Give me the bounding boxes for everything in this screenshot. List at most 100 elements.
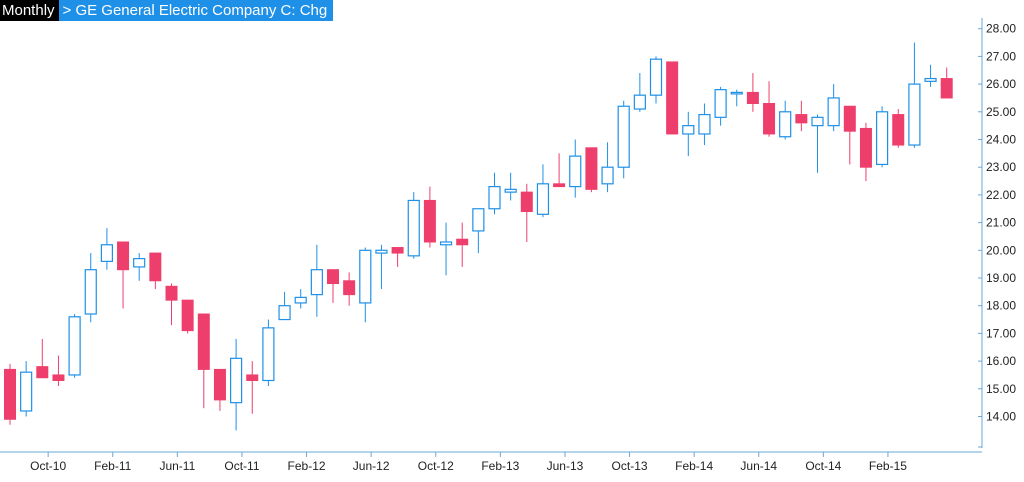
candle-body-up	[359, 249, 372, 304]
y-tick-label: 14.00	[986, 410, 1016, 424]
candle	[472, 208, 485, 254]
candle-body-down	[246, 374, 259, 381]
y-tick-label: 15.00	[986, 382, 1016, 396]
candle-body-up	[294, 296, 307, 304]
candle-body-up	[811, 116, 824, 127]
candle-body-up	[779, 111, 792, 138]
chart-header: Monthly > GE General Electric Company C:…	[0, 0, 334, 21]
candle-body-down	[197, 313, 210, 370]
y-tick-label: 22.00	[986, 188, 1016, 202]
candle	[117, 241, 130, 309]
candle	[213, 368, 226, 411]
x-tick-label: Oct-14	[805, 459, 841, 473]
y-tick-label: 24.00	[986, 133, 1016, 147]
candle-body-up	[375, 249, 388, 254]
x-tick-label: Oct-12	[418, 459, 454, 473]
candle	[359, 247, 372, 323]
candle-body-down	[213, 368, 226, 401]
candle	[246, 361, 259, 414]
x-tick-label: Jun-14	[740, 459, 777, 473]
candle-body-down	[553, 183, 566, 188]
candle-body-down	[456, 238, 469, 246]
candle-body-down	[763, 102, 776, 135]
candle-body-up	[617, 105, 630, 168]
candle	[181, 299, 194, 334]
candle-body-up	[714, 89, 727, 118]
candle	[456, 222, 469, 267]
candle	[633, 73, 646, 112]
candle	[230, 338, 243, 431]
candle	[666, 61, 679, 135]
y-tick-label: 18.00	[986, 299, 1016, 313]
candle-body-down	[327, 269, 339, 285]
candle	[149, 252, 162, 290]
candle	[52, 355, 65, 387]
candle	[20, 361, 33, 417]
candle-body-down	[117, 241, 130, 271]
x-tick-label: Oct-10	[30, 459, 66, 473]
candle	[375, 244, 388, 290]
y-tick-label: 25.00	[986, 105, 1016, 119]
candle	[714, 86, 727, 126]
y-tick-label: 28.00	[986, 22, 1016, 36]
symbol-label[interactable]: > GE General Electric Company C: Chg	[58, 0, 334, 21]
candle-body-down	[520, 191, 533, 213]
x-tick-label: Oct-11	[224, 459, 259, 473]
candle	[649, 56, 663, 104]
candle	[68, 314, 81, 378]
candle	[617, 100, 630, 179]
period-label[interactable]: Monthly	[0, 0, 59, 21]
candle	[262, 319, 275, 387]
candle-body-up	[875, 111, 889, 166]
x-tick-label: Oct-13	[612, 459, 648, 473]
candle	[294, 289, 307, 309]
candle-body-up	[633, 94, 646, 110]
x-tick-label: Jun-13	[547, 459, 584, 473]
candle	[197, 313, 210, 409]
y-tick-label: 26.00	[986, 77, 1016, 91]
candle-body-up	[649, 58, 663, 96]
candle-body-down	[391, 247, 404, 254]
candle	[504, 172, 517, 201]
candle-body-up	[20, 371, 33, 412]
candle	[36, 338, 49, 379]
x-tick-label: Feb-14	[675, 459, 713, 473]
candle	[924, 64, 937, 87]
y-tick-label: 19.00	[986, 271, 1016, 285]
candle	[908, 42, 921, 148]
y-tick-label: 16.00	[986, 354, 1016, 368]
candle-body-up	[488, 185, 501, 210]
candle	[520, 183, 533, 242]
candle-body-down	[666, 61, 679, 135]
candle	[940, 67, 953, 99]
candle-body-down	[892, 114, 905, 146]
candle	[278, 291, 291, 321]
candle-body-down	[165, 285, 178, 301]
candle-body-up	[924, 77, 937, 82]
candle-body-down	[149, 252, 162, 282]
x-tick-label: Feb-13	[481, 459, 519, 473]
x-axis: Oct-10 Feb-11 Jun-11 Oct-11 Feb-12 Jun-12 Oct-…	[0, 451, 982, 473]
candle-body-up	[100, 244, 114, 262]
candle-body-up	[908, 83, 921, 146]
candle-body-up	[827, 97, 840, 127]
candle-body-down	[423, 199, 436, 243]
candle	[84, 253, 97, 323]
candle-body-up	[278, 305, 291, 321]
candle-body-up	[407, 199, 420, 257]
candle-body-up	[472, 208, 485, 232]
candle-body-up	[68, 316, 81, 376]
candle	[682, 111, 695, 157]
candle-body-up	[536, 183, 550, 215]
candle-body-down	[52, 374, 65, 381]
candle-body-up	[569, 155, 582, 188]
candle	[763, 81, 776, 137]
candle	[536, 164, 550, 218]
candle	[795, 100, 808, 132]
x-tick-label: Jun-11	[159, 459, 195, 473]
candle-body-down	[4, 368, 16, 420]
candle-body-down	[343, 280, 356, 296]
candle	[133, 253, 146, 281]
candle-body-down	[859, 127, 872, 168]
